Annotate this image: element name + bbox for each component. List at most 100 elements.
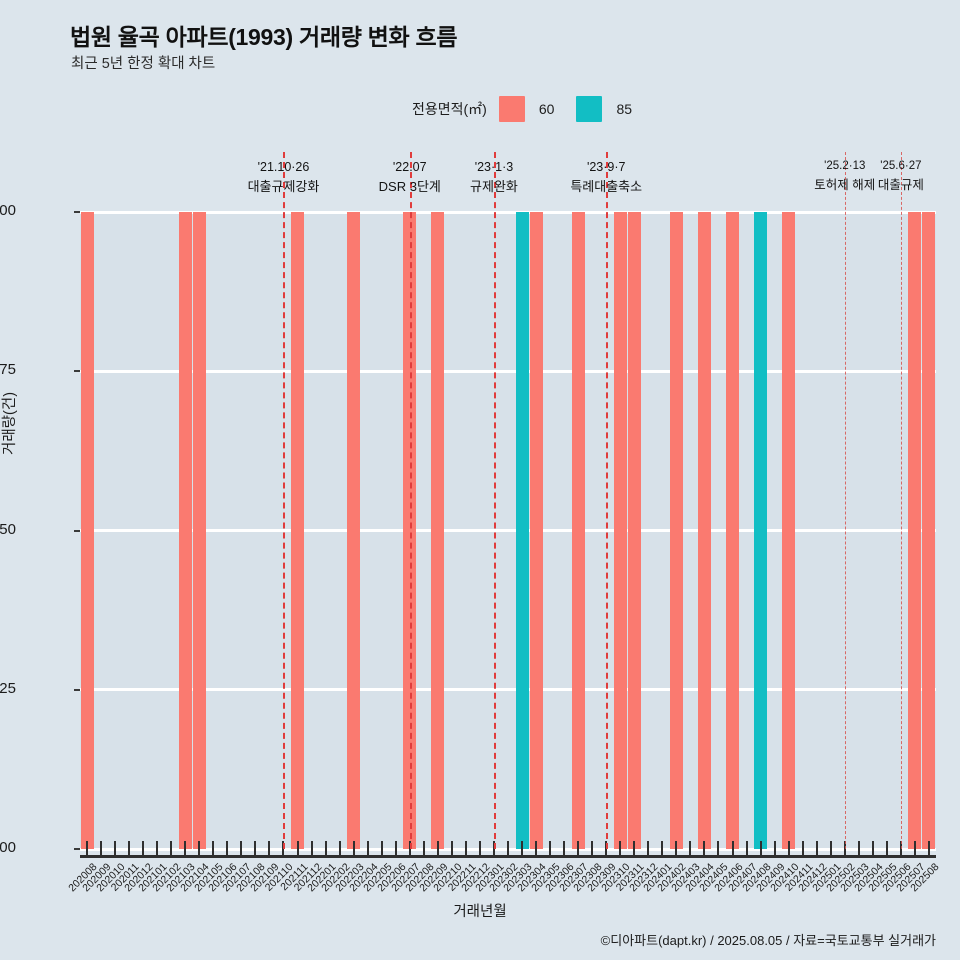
legend-swatch-60[interactable] [498, 96, 525, 122]
x-tick-mark [731, 841, 734, 855]
x-tick-mark [521, 841, 524, 855]
annotation-text: DSR 3단계 [378, 179, 441, 195]
x-tick-mark [703, 841, 706, 855]
legend-label-85: 85 [616, 101, 633, 117]
x-tick-mark [142, 841, 145, 855]
x-tick-mark [324, 841, 327, 855]
y-tick-mark [74, 848, 80, 850]
y-tick-label: 0.25 [0, 679, 16, 697]
x-tick-mark [927, 841, 930, 855]
chart-title: 법원 율곡 아파트(1993) 거래량 변화 흐름 [70, 24, 458, 50]
footer-credit: ©디아파트(dapt.kr) / 2025.08.05 / 자료=국토교통부 실… [600, 933, 936, 948]
x-tick-mark [184, 841, 187, 855]
x-tick-mark [240, 841, 243, 855]
bar-60-202310[interactable] [613, 212, 627, 849]
x-tick-mark [170, 841, 173, 855]
x-tick-mark [689, 841, 692, 855]
x-tick-mark [913, 841, 916, 855]
x-tick-mark [591, 841, 594, 855]
annotation-text: 특례대출축소 [570, 179, 643, 195]
chart-legend: 전용면적(㎡) 60 85 [412, 96, 632, 122]
y-tick-label: 0.75 [0, 361, 16, 379]
annotation-date: '25.6·27 [880, 160, 922, 172]
x-tick-mark [394, 841, 397, 855]
annotation-202110: '21.10·26 대출규제강화 [248, 158, 320, 198]
legend-label-60: 60 [538, 101, 555, 117]
annotation-date: '23·1·3 [474, 160, 514, 174]
bar-60-202402[interactable] [669, 212, 683, 849]
x-tick-mark [86, 841, 89, 855]
bar-60-202304[interactable] [529, 212, 543, 849]
bar-60-202507[interactable] [908, 212, 922, 849]
x-tick-mark [675, 841, 678, 855]
annotation-202309: '23·9·7 특례대출축소 [570, 158, 642, 198]
bar-60-202104[interactable] [192, 212, 206, 849]
bar-85-202408[interactable] [754, 212, 768, 849]
x-tick-mark [661, 841, 664, 855]
x-tick-mark [787, 841, 790, 855]
x-tick-mark [507, 841, 509, 855]
x-tick-mark [254, 841, 257, 855]
annotation-line-202301 [493, 152, 496, 849]
x-tick-mark [100, 841, 103, 855]
bar-60-202404[interactable] [697, 212, 711, 849]
annotation-text: 대출규제 [877, 177, 924, 192]
annotation-line-202309 [606, 152, 609, 849]
legend-swatch-85[interactable] [576, 96, 603, 122]
bar-60-202311[interactable] [627, 212, 641, 849]
x-tick-mark [268, 841, 271, 855]
annotation-202207: '22.07 DSR 3단계 [379, 158, 441, 198]
y-tick-label: 0.00 [0, 839, 16, 856]
chart-subtitle: 최근 5년 한정 확대 차트 [71, 56, 216, 72]
y-tick-mark [74, 529, 80, 532]
annotation-text: 대출규제강화 [247, 179, 320, 195]
bar-60-202111[interactable] [291, 212, 304, 849]
annotation-date: '22.07 [392, 160, 427, 174]
x-tick-mark [436, 841, 439, 855]
x-tick-mark [114, 841, 117, 855]
gridline [80, 210, 936, 214]
x-tick-mark [352, 841, 355, 855]
x-tick-mark [310, 841, 313, 855]
x-tick-mark [128, 841, 131, 855]
x-tick-mark [366, 841, 369, 855]
x-tick-mark [577, 841, 580, 855]
bar-60-202103[interactable] [178, 212, 192, 849]
annotation-line-202506 [900, 152, 902, 849]
bar-85-202303[interactable] [515, 212, 529, 849]
y-tick-mark [74, 211, 80, 213]
x-tick-mark [759, 841, 762, 855]
annotation-line-202207 [409, 152, 412, 849]
x-tick-mark [857, 841, 860, 855]
bar-60-202406[interactable] [726, 212, 740, 849]
bar-60-202203[interactable] [347, 212, 361, 849]
bar-60-202209[interactable] [431, 212, 445, 849]
x-tick-mark [226, 841, 229, 855]
x-tick-mark [619, 841, 622, 855]
x-tick-mark [198, 841, 201, 855]
x-tick-mark [478, 841, 481, 855]
x-tick-mark [717, 841, 720, 855]
x-tick-mark [156, 841, 159, 855]
x-tick-mark [885, 841, 888, 855]
x-axis-label: 거래년월 [453, 904, 507, 920]
plot-area [80, 210, 936, 851]
x-tick-mark [633, 841, 636, 855]
bar-60-202008[interactable] [80, 212, 94, 849]
bar-60-202508[interactable] [922, 212, 936, 849]
legend-title: 전용면적(㎡) [412, 101, 487, 117]
x-tick-mark [563, 841, 566, 855]
y-axis-label: 거래량(건) [2, 391, 18, 455]
x-tick-mark [450, 841, 453, 855]
bar-60-202410[interactable] [782, 212, 796, 849]
annotation-202506: '25.6·27 대출규제 [878, 158, 924, 195]
x-tick-mark [380, 841, 383, 855]
x-tick-mark [212, 841, 215, 855]
x-axis-line [80, 855, 936, 858]
y-tick-label: 1.00 [0, 202, 16, 219]
x-tick-mark [647, 841, 650, 855]
gridline [80, 529, 936, 532]
bar-60-202307[interactable] [571, 212, 585, 849]
annotation-line-202110 [283, 152, 286, 849]
